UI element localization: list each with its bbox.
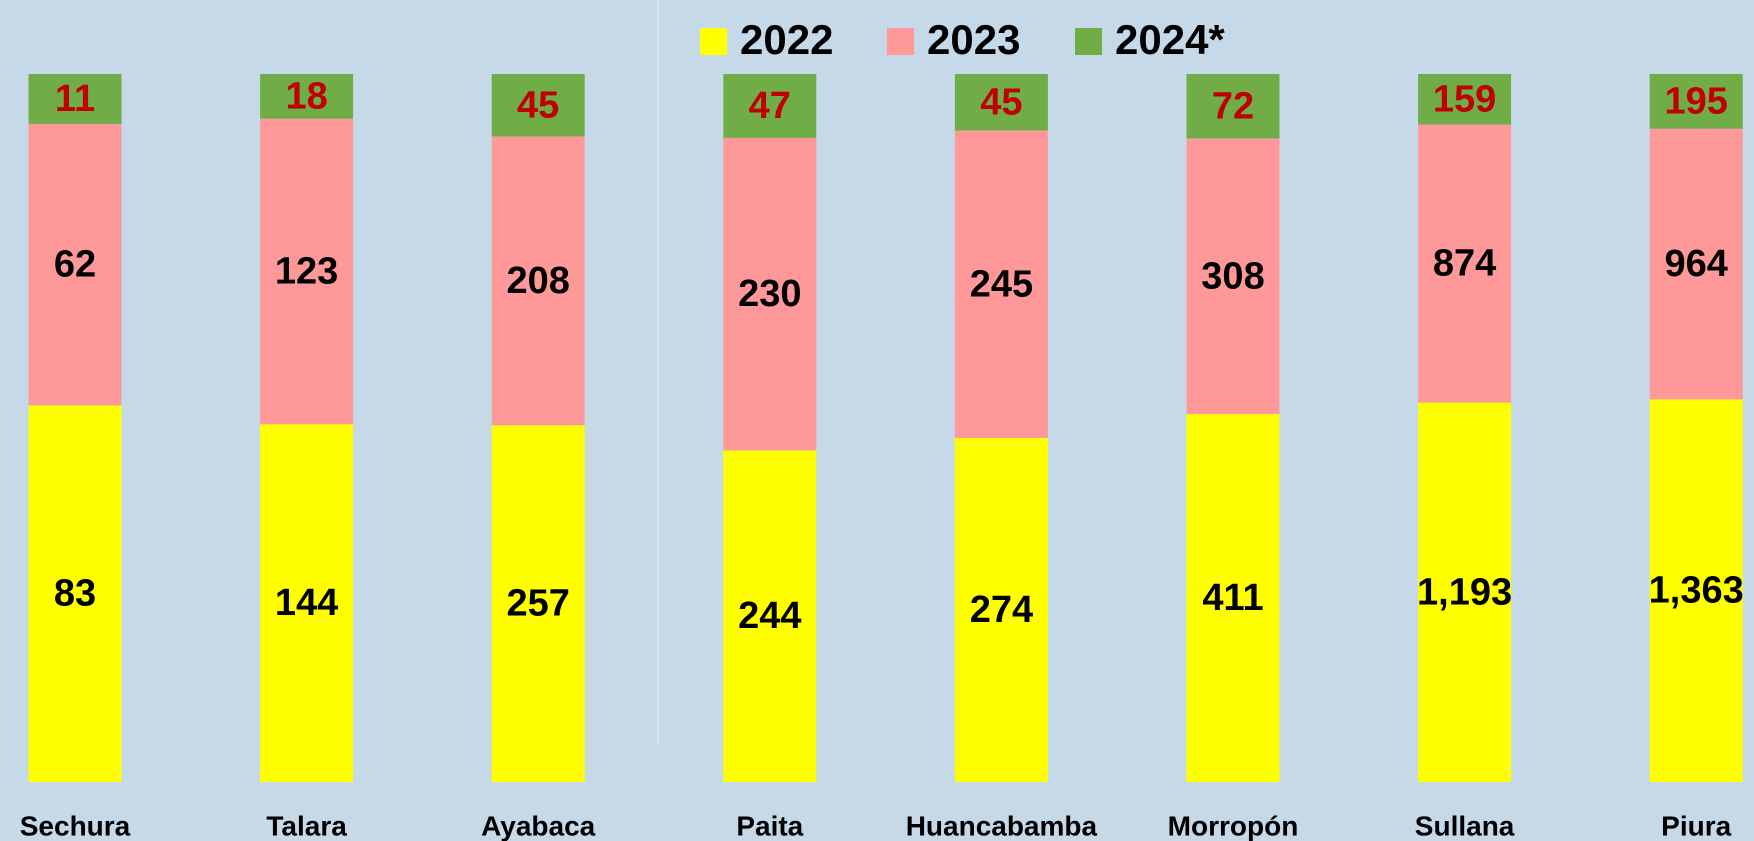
bar-segment — [260, 424, 354, 782]
data-label: 83 — [54, 573, 96, 615]
x-tick-label: Morropón — [1168, 810, 1299, 841]
bar-segment — [1186, 138, 1280, 415]
data-label: 245 — [970, 263, 1033, 305]
bar-segment — [1649, 74, 1743, 129]
x-tick-label: Sullana — [1415, 810, 1515, 841]
x-tick-label: Sechura — [20, 810, 131, 841]
data-label: 308 — [1201, 255, 1264, 297]
data-label: 47 — [749, 85, 791, 127]
data-label: 230 — [738, 273, 801, 315]
x-tick-label: Paita — [736, 810, 803, 841]
bar-segment — [1418, 402, 1512, 782]
bar-segment — [723, 74, 817, 138]
bar-segment — [1649, 399, 1743, 782]
data-label: 45 — [517, 84, 559, 126]
bar-segment — [954, 438, 1048, 782]
data-label: 874 — [1433, 243, 1496, 285]
bar-segment — [260, 118, 354, 425]
bar-segment — [1649, 128, 1743, 400]
data-label: 62 — [54, 244, 96, 286]
data-label: 244 — [738, 595, 801, 637]
x-tick-label: Ayabaca — [481, 810, 596, 841]
bar-segment — [1418, 124, 1512, 403]
legend-label: 2023 — [927, 16, 1020, 63]
data-label: 159 — [1433, 78, 1496, 120]
data-label: 45 — [980, 81, 1022, 123]
legend-swatch — [700, 28, 727, 55]
data-label: 411 — [1202, 577, 1263, 619]
bar-segment — [260, 74, 354, 119]
data-label: 18 — [285, 75, 327, 117]
data-label: 195 — [1664, 80, 1727, 122]
x-tick-label: Huancabamba — [906, 810, 1098, 841]
bar-segment — [28, 123, 122, 406]
bar-segment — [954, 74, 1048, 131]
data-label: 1,193 — [1417, 571, 1512, 613]
data-label: 208 — [506, 260, 569, 302]
data-label: 1,363 — [1649, 570, 1744, 612]
data-label: 144 — [275, 582, 338, 624]
data-label: 257 — [506, 583, 569, 625]
bar-segment — [723, 450, 817, 782]
x-tick-label: Talara — [266, 810, 347, 841]
bar-segment — [491, 425, 585, 782]
bar-segment — [723, 137, 817, 451]
x-tick-label: Piura — [1661, 810, 1731, 841]
data-label: 274 — [970, 589, 1033, 631]
bar-segment — [491, 74, 585, 137]
bar-segment — [1186, 414, 1280, 782]
bar-segment — [1418, 74, 1512, 125]
legend-label: 2024* — [1115, 16, 1225, 63]
bar-segment — [28, 405, 122, 782]
data-label: 11 — [55, 78, 95, 120]
bar-segment — [954, 130, 1048, 439]
bar-segment — [28, 74, 122, 124]
data-label: 72 — [1212, 85, 1254, 127]
bar-segment — [491, 136, 585, 426]
bar-segment — [1186, 74, 1280, 139]
data-label: 123 — [275, 251, 338, 293]
legend-label: 2022 — [740, 16, 833, 63]
legend-swatch — [1075, 28, 1102, 55]
data-label: 964 — [1664, 243, 1727, 285]
legend-swatch — [887, 28, 914, 55]
